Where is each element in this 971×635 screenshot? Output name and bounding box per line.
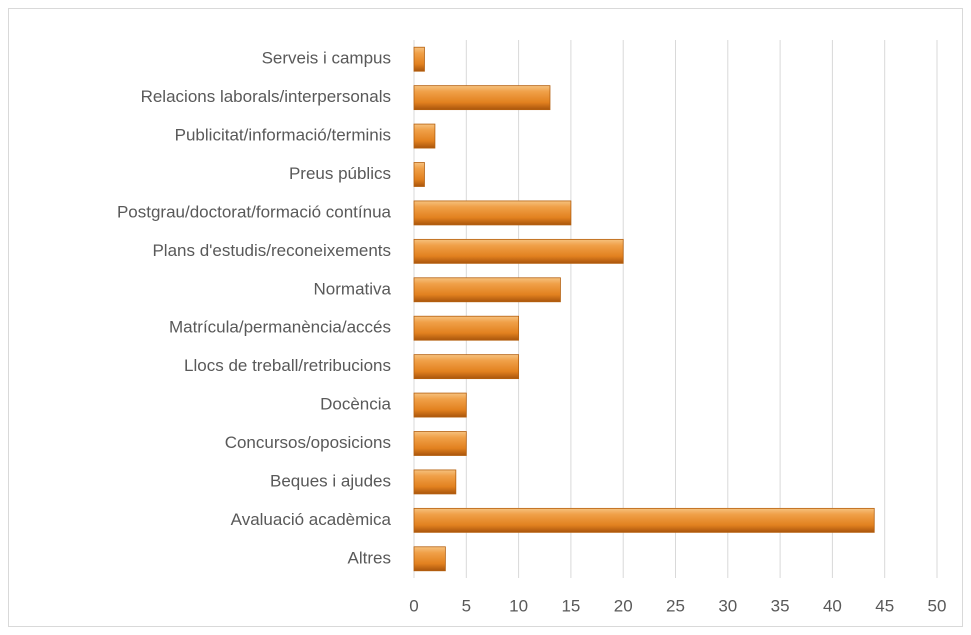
x-tick-label: 5 <box>462 596 471 615</box>
y-tick-label: Preus públics <box>289 164 391 183</box>
bar <box>413 431 467 456</box>
y-tick-label: Plans d'estudis/reconeixements <box>152 241 391 260</box>
bar <box>413 123 436 149</box>
y-tick-label: Concursos/oposicions <box>225 433 391 452</box>
y-tick-label: Serveis i campus <box>262 49 391 68</box>
y-tick-label: Avaluació acadèmica <box>231 510 392 529</box>
bar <box>413 162 425 187</box>
x-tick-label: 0 <box>409 596 418 615</box>
y-tick-label: Llocs de treball/retribucions <box>184 356 391 375</box>
bar <box>413 546 446 572</box>
y-tick-label: Matrícula/permanència/accés <box>169 318 391 337</box>
bar <box>413 238 624 264</box>
bar <box>413 354 519 380</box>
x-tick-label: 30 <box>718 596 737 615</box>
x-tick-label: 40 <box>823 596 842 615</box>
x-tick-label: 20 <box>614 596 633 615</box>
bar <box>413 200 572 226</box>
y-tick-label: Altres <box>348 548 391 567</box>
bar <box>413 507 875 533</box>
y-tick-label: Docència <box>320 395 391 414</box>
bar <box>413 315 519 341</box>
bar <box>413 469 457 495</box>
x-tick-label: 50 <box>928 596 947 615</box>
x-tick-label: 10 <box>509 596 528 615</box>
x-tick-label: 15 <box>561 596 580 615</box>
y-tick-label: Postgrau/doctorat/formació contínua <box>117 202 392 221</box>
y-tick-label: Normativa <box>314 279 392 298</box>
y-tick-label: Publicitat/informació/terminis <box>175 126 391 145</box>
y-tick-label: Beques i ajudes <box>270 471 391 490</box>
y-tick-label: Relacions laborals/interpersonals <box>141 87 391 106</box>
x-tick-label: 35 <box>771 596 790 615</box>
bar <box>413 85 551 111</box>
bar <box>413 46 425 72</box>
x-tick-label: 25 <box>666 596 685 615</box>
bar <box>413 392 467 418</box>
bar <box>413 277 561 303</box>
x-tick-label: 45 <box>875 596 894 615</box>
